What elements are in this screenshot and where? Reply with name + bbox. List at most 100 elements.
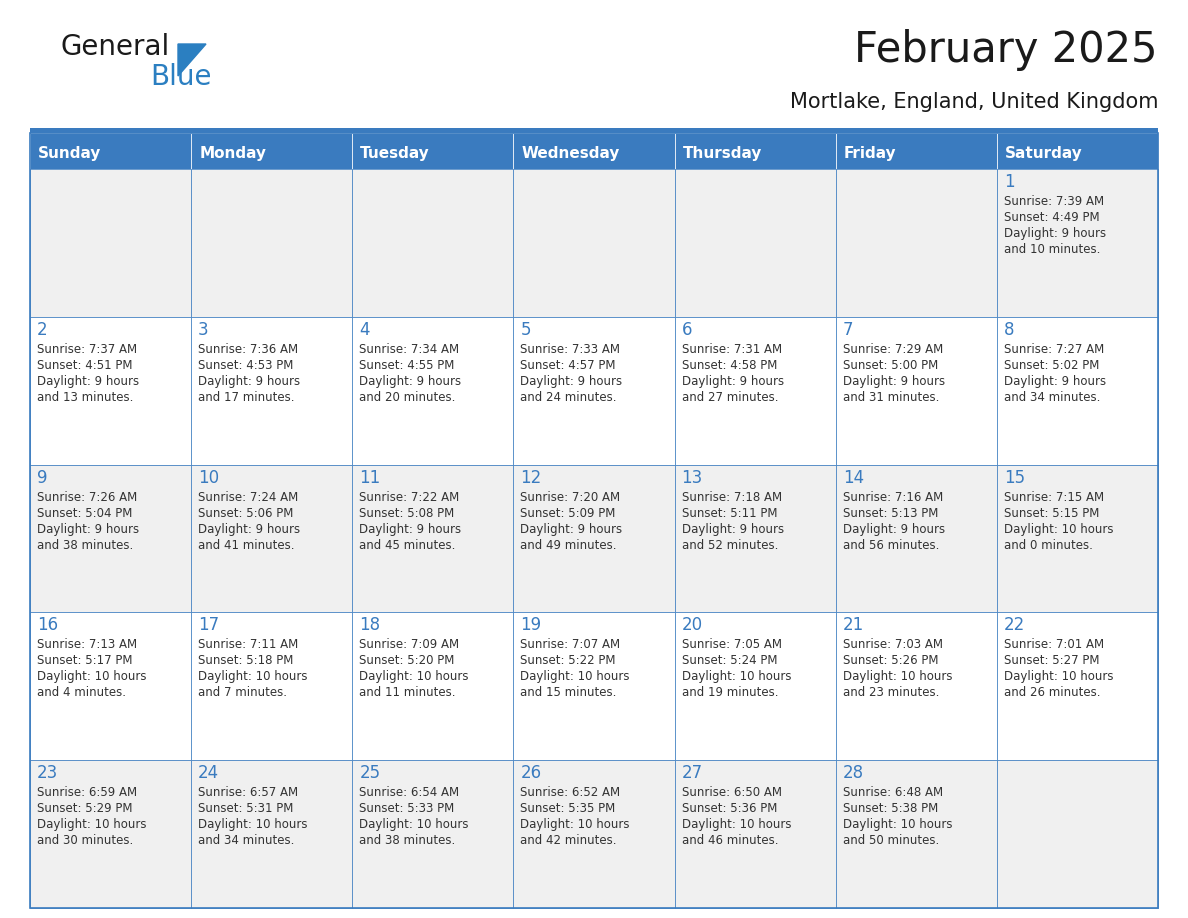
Text: 20: 20 — [682, 616, 702, 634]
Bar — [30, 317, 191, 465]
Text: Daylight: 9 hours: Daylight: 9 hours — [682, 522, 784, 535]
Text: Daylight: 10 hours: Daylight: 10 hours — [520, 818, 630, 831]
Text: Sunset: 5:31 PM: Sunset: 5:31 PM — [198, 802, 293, 815]
Bar — [835, 317, 997, 465]
Bar — [675, 169, 835, 317]
Text: and 10 minutes.: and 10 minutes. — [1004, 243, 1100, 256]
Bar — [191, 169, 353, 317]
Text: and 34 minutes.: and 34 minutes. — [198, 834, 295, 847]
Bar — [353, 317, 513, 465]
Text: Daylight: 10 hours: Daylight: 10 hours — [1004, 522, 1113, 535]
Text: Daylight: 10 hours: Daylight: 10 hours — [842, 818, 953, 831]
Text: 6: 6 — [682, 320, 693, 339]
Bar — [191, 760, 353, 908]
Text: and 19 minutes.: and 19 minutes. — [682, 687, 778, 700]
Text: 9: 9 — [37, 468, 48, 487]
Bar — [997, 169, 1158, 317]
Text: Sunrise: 6:50 AM: Sunrise: 6:50 AM — [682, 786, 782, 800]
Text: Sunrise: 7:20 AM: Sunrise: 7:20 AM — [520, 490, 620, 504]
Text: Sunset: 5:18 PM: Sunset: 5:18 PM — [198, 655, 293, 667]
Text: and 38 minutes.: and 38 minutes. — [37, 539, 133, 552]
Text: 18: 18 — [359, 616, 380, 634]
Text: Sunrise: 7:18 AM: Sunrise: 7:18 AM — [682, 490, 782, 504]
Text: Sunrise: 6:52 AM: Sunrise: 6:52 AM — [520, 786, 620, 800]
Text: Tuesday: Tuesday — [360, 146, 430, 161]
Text: Sunset: 5:20 PM: Sunset: 5:20 PM — [359, 655, 455, 667]
Bar — [191, 133, 353, 169]
Text: Daylight: 10 hours: Daylight: 10 hours — [359, 818, 469, 831]
Text: Friday: Friday — [843, 146, 896, 161]
Text: and 27 minutes.: and 27 minutes. — [682, 391, 778, 404]
Text: and 45 minutes.: and 45 minutes. — [359, 539, 456, 552]
Text: 10: 10 — [198, 468, 220, 487]
Text: Sunset: 4:51 PM: Sunset: 4:51 PM — [37, 359, 133, 372]
Text: and 0 minutes.: and 0 minutes. — [1004, 539, 1093, 552]
Text: and 20 minutes.: and 20 minutes. — [359, 391, 456, 404]
Text: Sunset: 5:36 PM: Sunset: 5:36 PM — [682, 802, 777, 815]
Text: Daylight: 9 hours: Daylight: 9 hours — [37, 522, 139, 535]
Bar — [30, 612, 191, 760]
Text: and 30 minutes.: and 30 minutes. — [37, 834, 133, 847]
Text: 24: 24 — [198, 764, 220, 782]
Text: Sunrise: 7:24 AM: Sunrise: 7:24 AM — [198, 490, 298, 504]
Text: 1: 1 — [1004, 173, 1015, 191]
Text: Sunrise: 7:34 AM: Sunrise: 7:34 AM — [359, 342, 460, 356]
Text: Daylight: 9 hours: Daylight: 9 hours — [359, 522, 461, 535]
Text: 15: 15 — [1004, 468, 1025, 487]
Text: 5: 5 — [520, 320, 531, 339]
Text: Sunset: 5:29 PM: Sunset: 5:29 PM — [37, 802, 133, 815]
Text: Daylight: 10 hours: Daylight: 10 hours — [1004, 670, 1113, 683]
Text: and 24 minutes.: and 24 minutes. — [520, 391, 617, 404]
Text: and 7 minutes.: and 7 minutes. — [198, 687, 287, 700]
Text: Daylight: 9 hours: Daylight: 9 hours — [359, 375, 461, 387]
Bar — [997, 612, 1158, 760]
Text: Sunrise: 6:59 AM: Sunrise: 6:59 AM — [37, 786, 137, 800]
Text: Daylight: 10 hours: Daylight: 10 hours — [842, 670, 953, 683]
Bar — [835, 465, 997, 612]
Text: and 52 minutes.: and 52 minutes. — [682, 539, 778, 552]
Bar — [997, 317, 1158, 465]
Text: and 46 minutes.: and 46 minutes. — [682, 834, 778, 847]
Polygon shape — [178, 44, 206, 76]
Text: 25: 25 — [359, 764, 380, 782]
Text: and 23 minutes.: and 23 minutes. — [842, 687, 939, 700]
Text: Daylight: 10 hours: Daylight: 10 hours — [682, 670, 791, 683]
Text: Daylight: 9 hours: Daylight: 9 hours — [198, 522, 301, 535]
Text: and 11 minutes.: and 11 minutes. — [359, 687, 456, 700]
Bar — [675, 133, 835, 169]
Text: Sunset: 5:09 PM: Sunset: 5:09 PM — [520, 507, 615, 520]
Bar — [30, 133, 191, 169]
Bar — [191, 612, 353, 760]
Text: Sunset: 5:26 PM: Sunset: 5:26 PM — [842, 655, 939, 667]
Bar — [30, 760, 191, 908]
Text: Sunrise: 7:07 AM: Sunrise: 7:07 AM — [520, 638, 620, 652]
Text: 13: 13 — [682, 468, 703, 487]
Text: Daylight: 10 hours: Daylight: 10 hours — [520, 670, 630, 683]
Text: Mortlake, England, United Kingdom: Mortlake, England, United Kingdom — [790, 92, 1158, 112]
Text: Sunrise: 7:27 AM: Sunrise: 7:27 AM — [1004, 342, 1104, 356]
Text: 4: 4 — [359, 320, 369, 339]
Text: Sunrise: 7:26 AM: Sunrise: 7:26 AM — [37, 490, 138, 504]
Text: 22: 22 — [1004, 616, 1025, 634]
Bar — [30, 465, 191, 612]
Bar — [835, 133, 997, 169]
Text: Sunset: 5:27 PM: Sunset: 5:27 PM — [1004, 655, 1099, 667]
Text: Sunrise: 6:48 AM: Sunrise: 6:48 AM — [842, 786, 943, 800]
Text: Daylight: 10 hours: Daylight: 10 hours — [359, 670, 469, 683]
Text: Daylight: 9 hours: Daylight: 9 hours — [842, 375, 944, 387]
Text: Sunset: 5:38 PM: Sunset: 5:38 PM — [842, 802, 939, 815]
Text: and 50 minutes.: and 50 minutes. — [842, 834, 939, 847]
Bar — [675, 465, 835, 612]
Bar — [675, 760, 835, 908]
Bar — [997, 133, 1158, 169]
Bar — [513, 317, 675, 465]
Bar — [513, 133, 675, 169]
Bar — [835, 169, 997, 317]
Text: and 42 minutes.: and 42 minutes. — [520, 834, 617, 847]
Text: Sunset: 5:11 PM: Sunset: 5:11 PM — [682, 507, 777, 520]
Text: Sunset: 4:49 PM: Sunset: 4:49 PM — [1004, 211, 1099, 224]
Text: Saturday: Saturday — [1005, 146, 1082, 161]
Text: Daylight: 9 hours: Daylight: 9 hours — [682, 375, 784, 387]
Text: Sunrise: 7:33 AM: Sunrise: 7:33 AM — [520, 342, 620, 356]
Text: February 2025: February 2025 — [854, 29, 1158, 71]
